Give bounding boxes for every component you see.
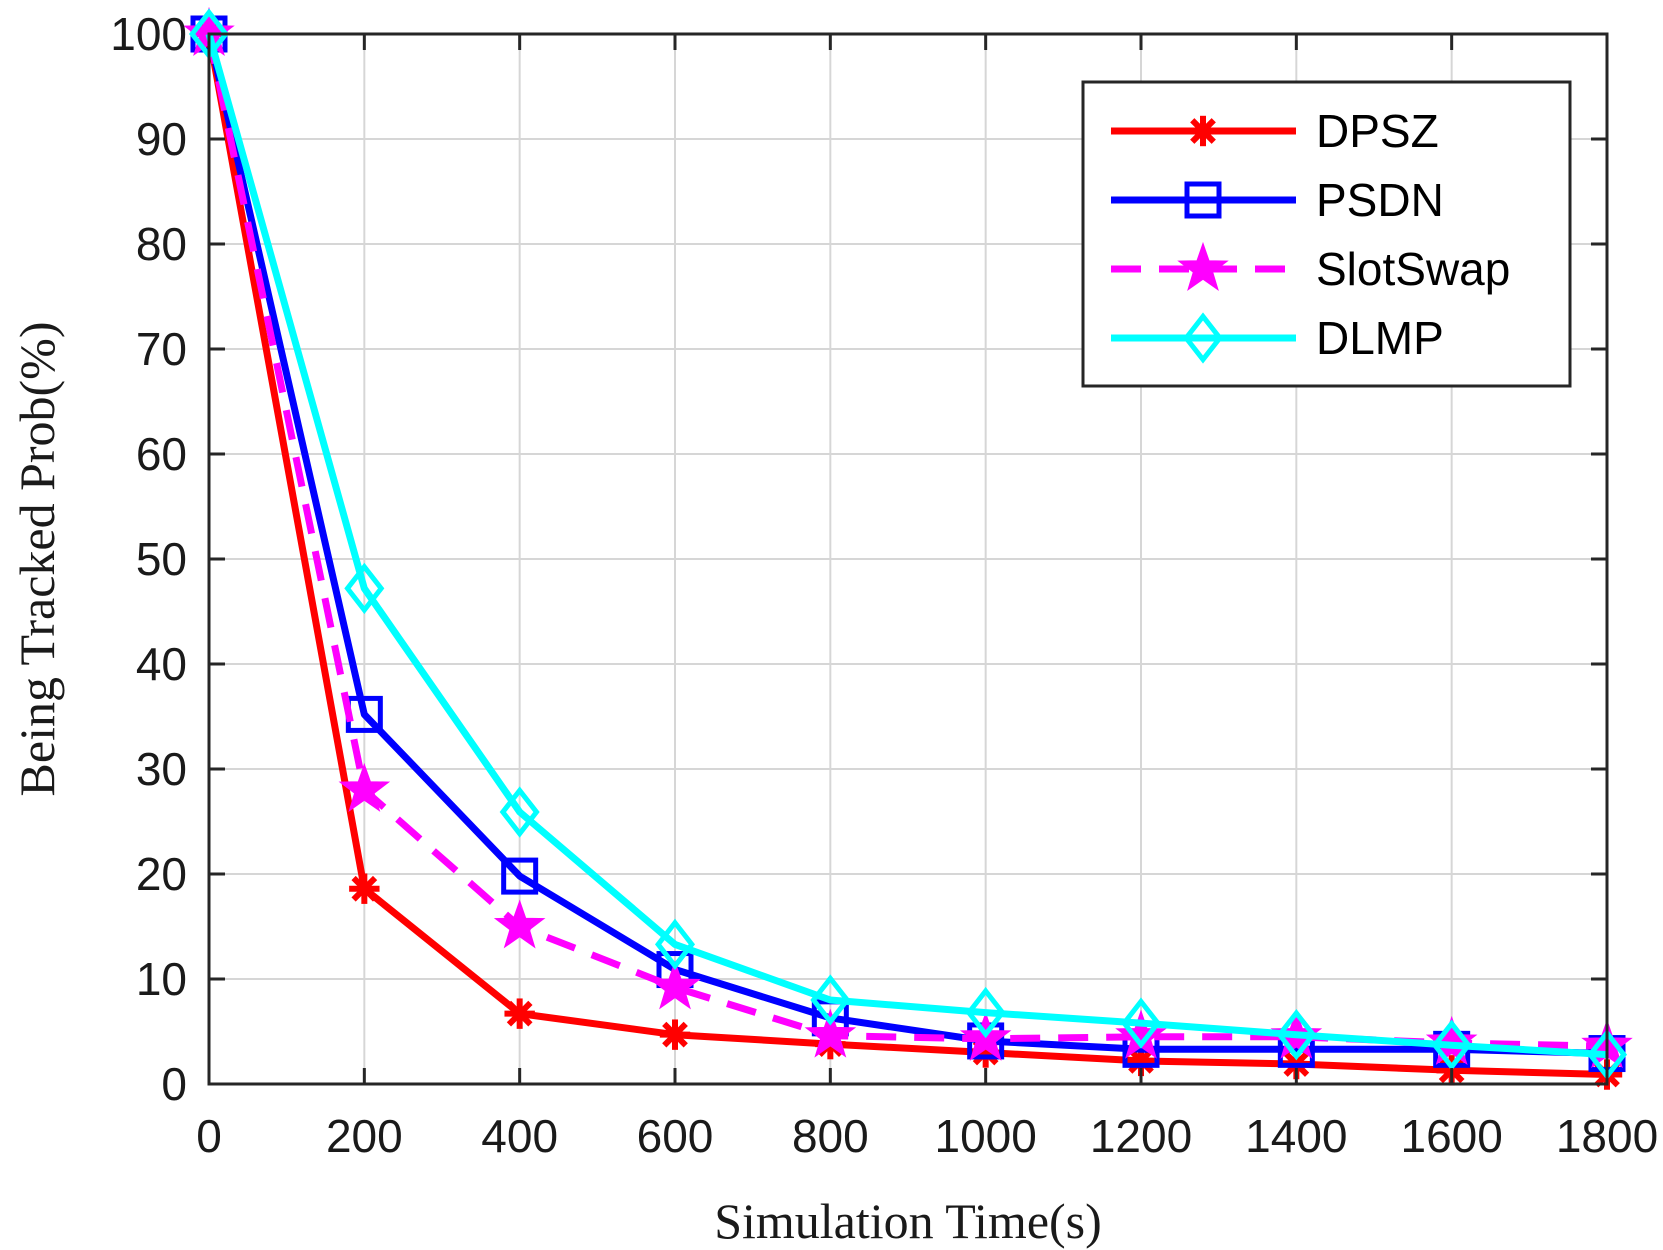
y-tick-label: 80 bbox=[136, 218, 187, 270]
legend-item-slotswap: SlotSwap bbox=[1111, 241, 1510, 295]
data-point-marker bbox=[1425, 1015, 1478, 1066]
data-point-marker bbox=[804, 1008, 857, 1058]
data-point-marker bbox=[493, 899, 546, 949]
x-tick-label: 1000 bbox=[934, 1110, 1036, 1162]
y-tick-label: 70 bbox=[136, 323, 187, 375]
legend-label: DLMP bbox=[1316, 312, 1444, 364]
data-point-marker bbox=[349, 873, 380, 904]
y-tick-label: 0 bbox=[161, 1058, 187, 1110]
y-tick-label: 20 bbox=[136, 848, 187, 900]
legend-marker bbox=[1177, 241, 1229, 291]
legend-marker bbox=[1184, 181, 1222, 219]
data-point-marker bbox=[344, 562, 385, 615]
legend-label: SlotSwap bbox=[1316, 243, 1510, 295]
series-line bbox=[205, 33, 1608, 1078]
y-tick-label: 90 bbox=[136, 113, 187, 165]
data-point-marker bbox=[810, 974, 851, 1026]
data-point-marker bbox=[654, 918, 696, 971]
legend-item-dlmp: DLMP bbox=[1111, 312, 1444, 364]
x-tick-labels: 0 200 400 600 800 1000 1200 1400 1600 1800 bbox=[196, 1110, 1658, 1162]
x-tick-label: 1200 bbox=[1090, 1110, 1192, 1162]
legend-item-psdn: PSDN bbox=[1111, 174, 1444, 226]
series-layer bbox=[183, 6, 1633, 1090]
data-point-marker bbox=[338, 762, 391, 812]
series-line bbox=[205, 33, 1608, 1057]
x-tick-label: 1600 bbox=[1400, 1110, 1502, 1162]
y-tick-label: 40 bbox=[136, 638, 187, 690]
legend: DPSZ PSDN SlotSwap DLMP bbox=[1081, 80, 1572, 388]
grid-lines bbox=[208, 33, 1608, 1085]
data-point-marker bbox=[1431, 1019, 1472, 1071]
x-tick-label: 1800 bbox=[1556, 1110, 1658, 1162]
x-tick-label: 400 bbox=[481, 1110, 558, 1162]
data-point-marker bbox=[504, 998, 535, 1029]
y-axis-label: Being Tracked Prob(%) bbox=[9, 322, 65, 797]
data-point-marker bbox=[1120, 997, 1162, 1049]
legend-marker bbox=[1182, 312, 1224, 364]
y-tick-label: 100 bbox=[110, 8, 187, 60]
data-point-marker bbox=[499, 786, 540, 838]
series-line bbox=[205, 33, 1608, 1059]
x-tick-label: 600 bbox=[637, 1110, 714, 1162]
data-point-marker bbox=[1276, 1008, 1317, 1061]
data-point-marker bbox=[649, 960, 701, 1010]
x-tick-label: 1400 bbox=[1245, 1110, 1347, 1162]
x-tick-label: 200 bbox=[326, 1110, 403, 1162]
x-tick-label: 0 bbox=[196, 1110, 222, 1162]
x-tick-label: 800 bbox=[792, 1110, 869, 1162]
y-tick-label: 10 bbox=[136, 953, 187, 1005]
axis-ticks bbox=[207, 32, 1609, 1086]
legend-item-dpsz: DPSZ bbox=[1111, 105, 1439, 157]
y-tick-label: 30 bbox=[136, 743, 187, 795]
data-point-marker bbox=[659, 1019, 691, 1050]
legend-label: DPSZ bbox=[1316, 105, 1439, 157]
y-tick-label: 60 bbox=[136, 428, 187, 480]
data-point-marker bbox=[965, 986, 1006, 1039]
x-axis-label: Simulation Time(s) bbox=[714, 1193, 1102, 1249]
data-point-marker bbox=[501, 857, 539, 895]
legend-marker bbox=[1187, 115, 1219, 147]
y-tick-labels: 0 10 20 30 40 50 60 70 80 90 100 bbox=[110, 8, 187, 1110]
legend-label: PSDN bbox=[1316, 174, 1444, 226]
y-tick-label: 50 bbox=[136, 533, 187, 585]
